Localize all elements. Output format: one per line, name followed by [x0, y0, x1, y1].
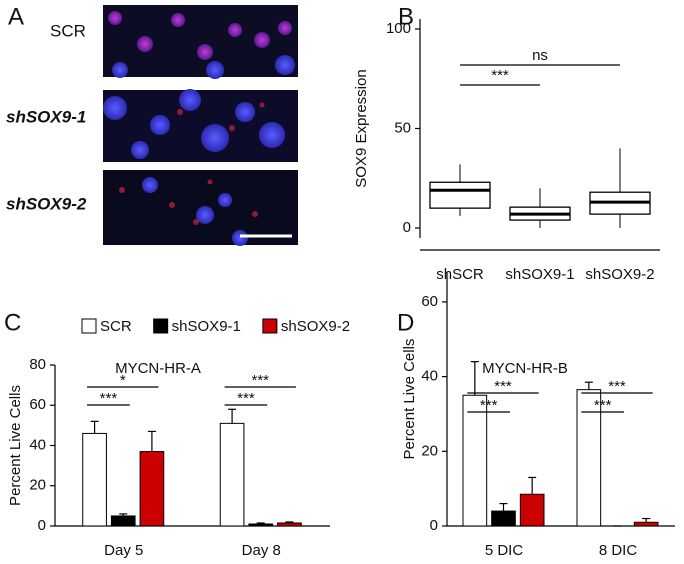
panel-letter: C	[4, 309, 21, 336]
x-tick-label: shSCR	[436, 266, 484, 283]
significance-label: *	[120, 372, 126, 389]
y-tick-label: 50	[394, 119, 411, 136]
bar	[82, 432, 107, 527]
y-tick-label: 20	[29, 477, 46, 494]
row-label: shSOX9-1	[6, 107, 86, 126]
x-tick-label: Day 5	[104, 542, 143, 559]
significance-label: ***	[494, 378, 512, 395]
micrographs	[103, 5, 298, 246]
legend-swatch	[81, 318, 97, 334]
y-axis-label: Percent Live Cells	[7, 385, 24, 506]
bar	[576, 389, 602, 527]
bar	[110, 515, 136, 527]
panel-letter: D	[397, 309, 414, 336]
chart-title: MYCN-HR-A	[115, 360, 201, 377]
bar	[633, 521, 659, 527]
bar	[248, 523, 274, 527]
x-tick-label: shSOX9-1	[505, 266, 574, 283]
row-label: shSOX9-2	[6, 194, 87, 213]
panel-letter: A	[8, 3, 24, 30]
y-tick-label: 0	[430, 517, 438, 534]
significance-label: ***	[100, 390, 118, 407]
y-tick-label: 20	[421, 442, 438, 459]
significance-label: ***	[237, 390, 255, 407]
bar	[519, 493, 545, 527]
row-label: SCR	[50, 21, 86, 40]
legend-label: shSOX9-1	[172, 318, 241, 335]
y-tick-label: 40	[29, 436, 46, 453]
y-axis-label: Percent Live Cells	[401, 339, 418, 460]
box	[429, 181, 491, 209]
significance-label: ***	[251, 372, 269, 389]
x-tick-label: Day 8	[242, 542, 281, 559]
y-tick-label: 40	[421, 368, 438, 385]
bar	[462, 394, 488, 527]
y-tick-label: 0	[403, 219, 411, 236]
bar	[139, 451, 165, 527]
x-tick-label: 8 DIC	[599, 542, 638, 559]
bar	[491, 510, 516, 527]
legend-swatch	[153, 318, 169, 334]
y-tick-label: 0	[38, 517, 46, 534]
significance-label: ***	[608, 378, 626, 395]
legend-swatch	[262, 318, 278, 334]
significance-label: ***	[491, 67, 509, 84]
y-tick-label: 80	[29, 356, 46, 373]
chart-title: MYCN-HR-B	[482, 360, 568, 377]
bar	[277, 522, 302, 527]
significance-label: ns	[532, 47, 548, 64]
y-tick-label: 100	[386, 20, 411, 37]
y-tick-label: 60	[29, 396, 46, 413]
significance-label: ***	[480, 397, 498, 414]
x-tick-label: shSOX9-2	[585, 266, 654, 283]
y-tick-label: 60	[421, 293, 438, 310]
y-axis-label: SOX9 Expression	[353, 69, 370, 187]
legend-label: SCR	[100, 318, 132, 335]
significance-label: ***	[594, 397, 612, 414]
x-tick-label: 5 DIC	[485, 542, 524, 559]
legend-label: shSOX9-2	[281, 318, 350, 335]
bar	[219, 422, 245, 527]
panel-letter: B	[398, 3, 414, 30]
